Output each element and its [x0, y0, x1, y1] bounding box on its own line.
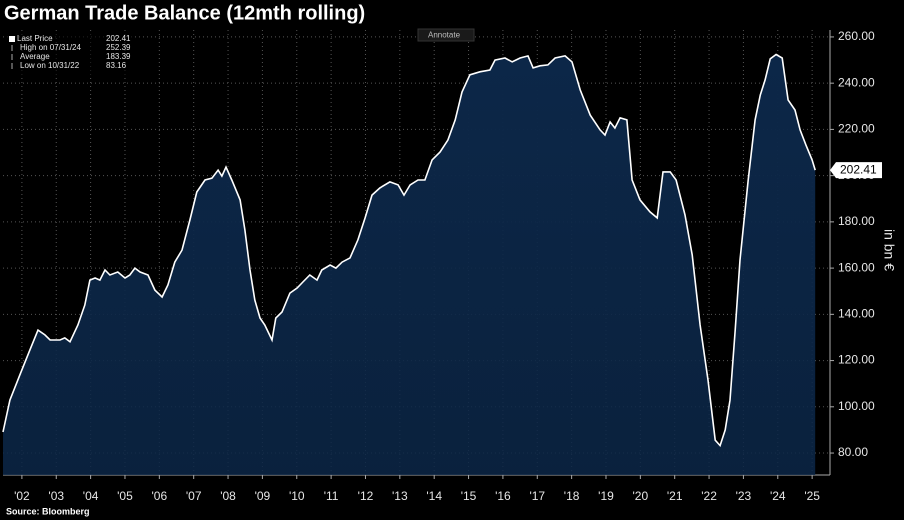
x-tick-label: '04: [83, 489, 99, 503]
x-tick-label: '02: [14, 489, 30, 503]
x-tick-label: '20: [633, 489, 649, 503]
y-tick-label: 160.00: [838, 260, 875, 274]
x-tick-label: '15: [461, 489, 477, 503]
y-tick-label: 120.00: [838, 353, 875, 367]
y-tick-label: 180.00: [838, 214, 875, 228]
line: [2, 53, 816, 448]
source: Source: Bloomberg: [6, 506, 90, 516]
y-tick-label: 220.00: [838, 122, 875, 136]
legend-label: Last Price: [17, 34, 53, 43]
legend-label: High on 07/31/24: [20, 43, 81, 52]
legend-value: 202.41: [106, 34, 131, 43]
x-tick-label: '21: [667, 489, 683, 503]
y-axis-label: in bn €: [881, 229, 897, 271]
y-tick-label: 260.00: [838, 29, 875, 43]
x-tick-label: '08: [220, 489, 236, 503]
x-tick-label: '11: [324, 489, 339, 503]
area: [3, 54, 816, 475]
x-tick-label: '07: [186, 489, 202, 503]
last-value-label: 202.41: [840, 163, 877, 177]
x-tick-label: '24: [770, 489, 786, 503]
x-tick-label: '03: [48, 489, 64, 503]
x-tick-label: '14: [426, 489, 442, 503]
plot: 80.00100.00120.00140.00160.00180.00200.0…: [2, 29, 882, 503]
legend-swatch: [9, 36, 15, 42]
x-tick-label: '17: [529, 489, 545, 503]
y-tick-label: 80.00: [838, 445, 868, 459]
x-tick-label: '18: [564, 489, 580, 503]
x-tick-label: '23: [736, 489, 752, 503]
annotate-label[interactable]: Annotate: [428, 31, 461, 40]
x-tick-label: '19: [598, 489, 614, 503]
legend-box: [6, 32, 134, 76]
legend-label: Average: [20, 52, 50, 61]
last-value-tag: [830, 162, 882, 179]
x-tick-label: '13: [392, 489, 408, 503]
y-tick-label: 100.00: [838, 399, 875, 413]
x-tick-label: '06: [152, 489, 168, 503]
x-tick-label: '16: [495, 489, 511, 503]
x-tick-label: '09: [255, 489, 271, 503]
chart-title: German Trade Balance (12mth rolling): [4, 2, 365, 24]
x-tick-label: '25: [804, 489, 820, 503]
legend-label: Low on 10/31/22: [20, 61, 80, 70]
legend-value: 83.16: [106, 61, 127, 70]
annotate-button[interactable]: [417, 28, 475, 42]
legend-value: 252.39: [106, 43, 131, 52]
legend-value: 183.39: [106, 52, 131, 61]
legend: Last Price 202.41 High on 07/31/24 252.39 Av…: [6, 32, 134, 76]
x-tick-label: '10: [289, 489, 305, 503]
x-tick-label: '12: [358, 489, 374, 503]
x-tick-label: '22: [701, 489, 717, 503]
x-tick-label: '05: [117, 489, 133, 503]
y-tick-label: 140.00: [838, 307, 875, 321]
y-tick-label: 240.00: [838, 75, 875, 89]
